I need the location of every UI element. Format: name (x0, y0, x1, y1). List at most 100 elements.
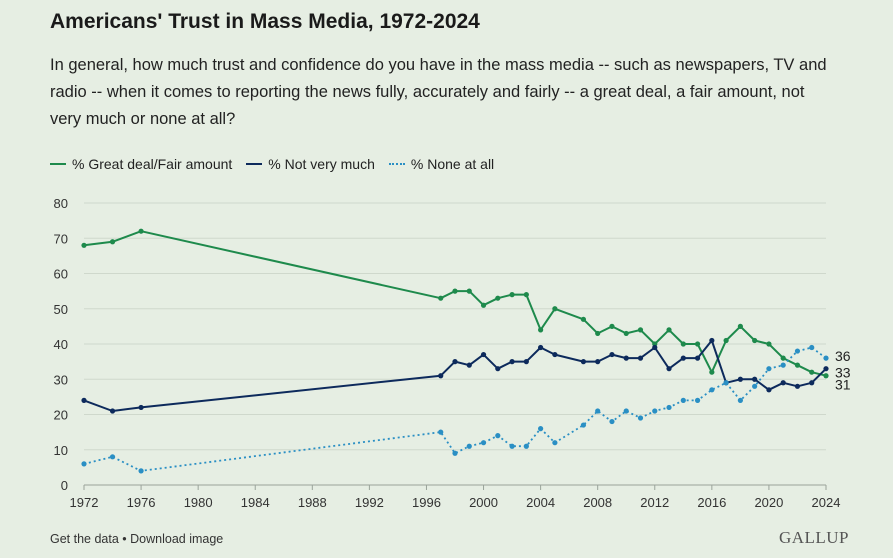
legend-item-none-at-all[interactable]: % None at all (388, 156, 494, 172)
data-point (523, 292, 529, 298)
data-point (709, 369, 715, 375)
data-point (723, 337, 729, 344)
series-end-label: 31 (835, 377, 851, 393)
get-data-link[interactable]: Get the data (50, 532, 119, 546)
legend-item-not-very-much[interactable]: % Not very much (246, 156, 375, 172)
chart-legend: % Great deal/Fair amount % Not very much… (50, 156, 494, 172)
chart-subtitle: In general, how much trust and confidenc… (50, 56, 827, 128)
data-point (466, 443, 472, 449)
data-point (752, 376, 758, 382)
x-tick-label: 2000 (469, 495, 498, 510)
data-point (780, 380, 786, 386)
data-point (552, 440, 558, 446)
data-point (623, 408, 629, 414)
data-point (737, 397, 743, 403)
download-image-link[interactable]: Download image (130, 532, 224, 546)
data-point (109, 408, 116, 414)
data-point (709, 387, 715, 393)
data-point (509, 443, 515, 449)
data-point (809, 344, 815, 351)
x-tick-label: 2020 (754, 495, 783, 510)
data-point (680, 341, 686, 347)
y-tick-label: 0 (61, 478, 68, 493)
x-tick-label: 1984 (241, 495, 270, 510)
data-point (623, 355, 629, 361)
data-point (694, 355, 701, 361)
chart-title: Americans' Trust in Mass Media, 1972-202… (50, 10, 480, 33)
data-point (794, 348, 801, 354)
data-point (609, 351, 615, 358)
x-tick-label: 1972 (70, 495, 99, 510)
data-point (580, 359, 587, 365)
x-tick-label: 1992 (355, 495, 384, 510)
data-point (780, 355, 786, 361)
data-point (452, 359, 458, 365)
data-point (595, 330, 601, 337)
data-point (794, 362, 801, 368)
data-point (694, 397, 701, 403)
data-point (637, 327, 644, 333)
series-end-label: 36 (835, 348, 851, 364)
data-point (480, 302, 487, 308)
x-tick-label: 1988 (298, 495, 327, 510)
data-point (752, 383, 758, 389)
data-point (595, 359, 601, 365)
data-point (623, 330, 629, 337)
data-point (495, 295, 501, 301)
data-point (823, 366, 829, 372)
data-point (766, 387, 772, 393)
data-point (509, 292, 515, 298)
y-tick-label: 80 (54, 196, 68, 211)
x-tick-label: 2016 (697, 495, 726, 510)
data-point (609, 323, 615, 329)
data-point (523, 443, 529, 449)
data-point (538, 426, 544, 432)
data-point (666, 366, 672, 372)
data-point (81, 242, 87, 248)
data-point (766, 341, 772, 347)
legend-swatch-not-very-much (246, 163, 263, 165)
data-point (109, 239, 116, 245)
data-point (809, 369, 815, 375)
data-point (452, 288, 458, 294)
data-point (723, 380, 729, 386)
data-point (552, 306, 558, 312)
data-point (452, 450, 458, 456)
data-point (766, 366, 772, 372)
data-point (580, 422, 587, 428)
data-point (652, 408, 658, 414)
data-point (495, 433, 501, 439)
data-point (823, 373, 829, 379)
data-point (609, 418, 615, 425)
data-point (466, 288, 472, 294)
series-line (83, 346, 827, 472)
data-point (652, 344, 658, 351)
data-point (438, 295, 444, 301)
data-point (552, 351, 558, 358)
data-point (752, 337, 758, 344)
x-tick-label: 2012 (640, 495, 669, 510)
footer-separator: • (118, 532, 131, 546)
data-point (81, 397, 87, 403)
data-point (809, 380, 815, 386)
data-point (138, 228, 144, 234)
y-tick-label: 50 (54, 302, 68, 317)
data-point (138, 404, 144, 411)
x-tick-label: 1976 (127, 495, 156, 510)
data-point (580, 316, 587, 322)
legend-item-great-deal[interactable]: % Great deal/Fair amount (50, 156, 232, 172)
data-point (509, 359, 515, 365)
legend-swatch-none-at-all (388, 163, 405, 165)
data-point (480, 440, 487, 446)
legend-label-not-very-much: % Not very much (268, 156, 375, 172)
series-end-label: 33 (835, 365, 851, 381)
data-point (595, 408, 601, 414)
data-point (794, 383, 801, 389)
data-point (680, 397, 686, 403)
y-tick-label: 10 (54, 443, 68, 458)
data-point (637, 355, 644, 361)
legend-swatch-great-deal (50, 163, 66, 165)
line-chart: 0 10 20 30 40 50 60 70 80 1972 1976 1980 1984 1988 199… (54, 196, 851, 510)
data-point (109, 454, 116, 460)
data-point (538, 327, 544, 333)
